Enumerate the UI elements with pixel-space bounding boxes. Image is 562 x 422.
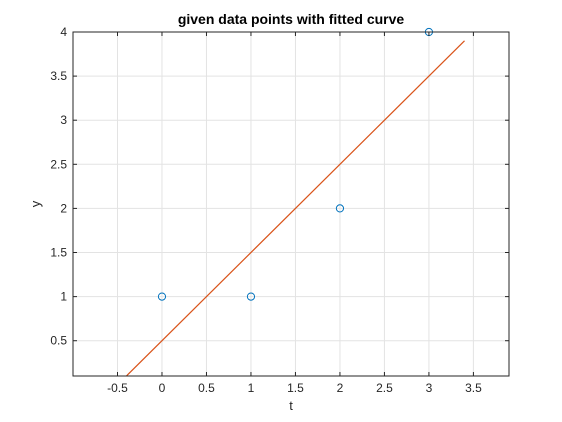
- y-tick-label: 4: [60, 25, 67, 39]
- x-tick-label: 3.5: [465, 381, 482, 395]
- data-point: [246, 292, 256, 301]
- x-tick-label: 2: [337, 381, 344, 395]
- x-tick-label: 3: [426, 381, 433, 395]
- grid: [73, 31, 509, 376]
- x-axis-label: t: [289, 398, 293, 413]
- y-tick-label: 1: [60, 290, 67, 304]
- fitted-line: [125, 40, 465, 377]
- x-tick-label: 0.5: [198, 381, 215, 395]
- x-tick-label: -0.5: [107, 381, 128, 395]
- x-tick-label: 2.5: [376, 381, 393, 395]
- ticks: -0.5 0 0.5 1 1.5 2 2.5 3 3.5 0.5 1 1.5 2 2.5 3 3.5 4: [50, 25, 509, 395]
- y-tick-label: 2: [60, 201, 67, 215]
- data-point: [157, 292, 167, 301]
- plot-area: [73, 32, 509, 376]
- y-tick-label: 3: [60, 113, 67, 127]
- y-tick-label: 0.5: [50, 334, 67, 348]
- chart-title: given data points with fitted curve: [178, 11, 405, 27]
- x-tick-label: 1: [248, 381, 255, 395]
- data-point: [335, 204, 345, 213]
- x-tick-label: 1.5: [287, 381, 304, 395]
- x-tick-label: 0: [159, 381, 166, 395]
- axes-box: [72, 31, 510, 377]
- y-axis-label: y: [28, 200, 43, 207]
- y-tick-label: 3.5: [50, 69, 67, 83]
- y-tick-label: 1.5: [50, 246, 67, 260]
- y-tick-label: 2.5: [50, 157, 67, 171]
